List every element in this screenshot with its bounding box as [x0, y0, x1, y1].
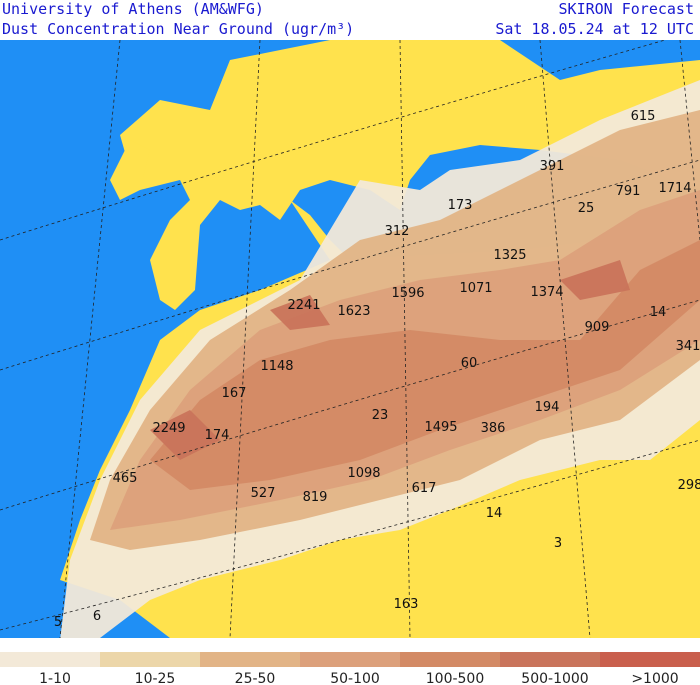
dust-area — [150, 240, 700, 490]
labels: 615 391 791 1714 173 25 312 1325 2241 1623 1596 107… — [54, 109, 700, 630]
concentration-label: 3 — [554, 536, 562, 551]
legend-swatch — [100, 652, 200, 667]
legend-swatch — [200, 652, 300, 667]
dust-area — [150, 260, 630, 460]
forecast-time: Sat 18.05.24 at 12 UTC — [495, 20, 694, 38]
concentration-label: 60 — [461, 356, 478, 371]
legend-label: 500-1000 — [521, 671, 588, 685]
concentration-label: 341 — [676, 339, 700, 354]
legend-swatch — [300, 652, 400, 667]
legend-swatch — [500, 652, 600, 667]
concentration-label: 391 — [540, 159, 565, 174]
title: University of Athens (AM&WFG) — [2, 0, 264, 18]
concentration-label: 1623 — [337, 304, 370, 319]
concentration-label: 1714 — [658, 181, 691, 196]
concentration-label: 1071 — [459, 281, 492, 296]
concentration-label: 527 — [251, 486, 276, 501]
concentration-label: 1325 — [493, 248, 526, 263]
legend-swatch — [600, 652, 700, 667]
concentration-label: 909 — [585, 320, 610, 335]
legend-swatch — [0, 652, 100, 667]
concentration-label: 14 — [486, 506, 503, 521]
concentration-label: 465 — [113, 471, 138, 486]
concentration-label: 2241 — [287, 298, 320, 313]
concentration-label: 173 — [448, 198, 473, 213]
concentration-label: 615 — [631, 109, 656, 124]
concentration-label: 2249 — [152, 421, 185, 436]
legend-swatch — [400, 652, 500, 667]
graticule — [0, 40, 700, 638]
concentration-label: 1374 — [530, 285, 563, 300]
concentration-label: 5 — [54, 615, 62, 630]
map: 615 391 791 1714 173 25 312 1325 2241 1623 1596 107… — [0, 40, 700, 638]
concentration-label: 163 — [394, 597, 419, 612]
concentration-label: 312 — [385, 224, 410, 239]
concentration-label: 819 — [303, 490, 328, 505]
legend-label: 100-500 — [426, 671, 485, 685]
concentration-label: 1148 — [260, 359, 293, 374]
concentration-label: 1098 — [347, 466, 380, 481]
concentration-label: 6 — [93, 609, 101, 624]
concentration-label: 298 — [678, 478, 700, 493]
legend: 1-10 10-25 25-50 50-100 100-500 500-1000 >1000 — [0, 652, 700, 685]
concentration-label: 14 — [650, 305, 667, 320]
subtitle: Dust Concentration Near Ground (ugr/m³) — [2, 20, 355, 38]
concentration-label: 194 — [535, 400, 560, 415]
concentration-label: 791 — [616, 184, 641, 199]
forecast-title: SKIRON Forecast — [558, 0, 694, 18]
legend-label: 1-10 — [39, 671, 71, 685]
concentration-label: 167 — [222, 386, 247, 401]
concentration-label: 617 — [412, 481, 437, 496]
legend-label: 50-100 — [330, 671, 380, 685]
legend-label: 25-50 — [235, 671, 276, 685]
concentration-label: 1596 — [391, 286, 424, 301]
concentration-label: 386 — [481, 421, 506, 436]
legend-label: >1000 — [631, 671, 678, 685]
concentration-label: 1495 — [424, 420, 457, 435]
concentration-label: 23 — [372, 408, 389, 423]
concentration-label: 25 — [578, 201, 595, 216]
legend-label: 10-25 — [135, 671, 176, 685]
concentration-label: 174 — [205, 428, 230, 443]
